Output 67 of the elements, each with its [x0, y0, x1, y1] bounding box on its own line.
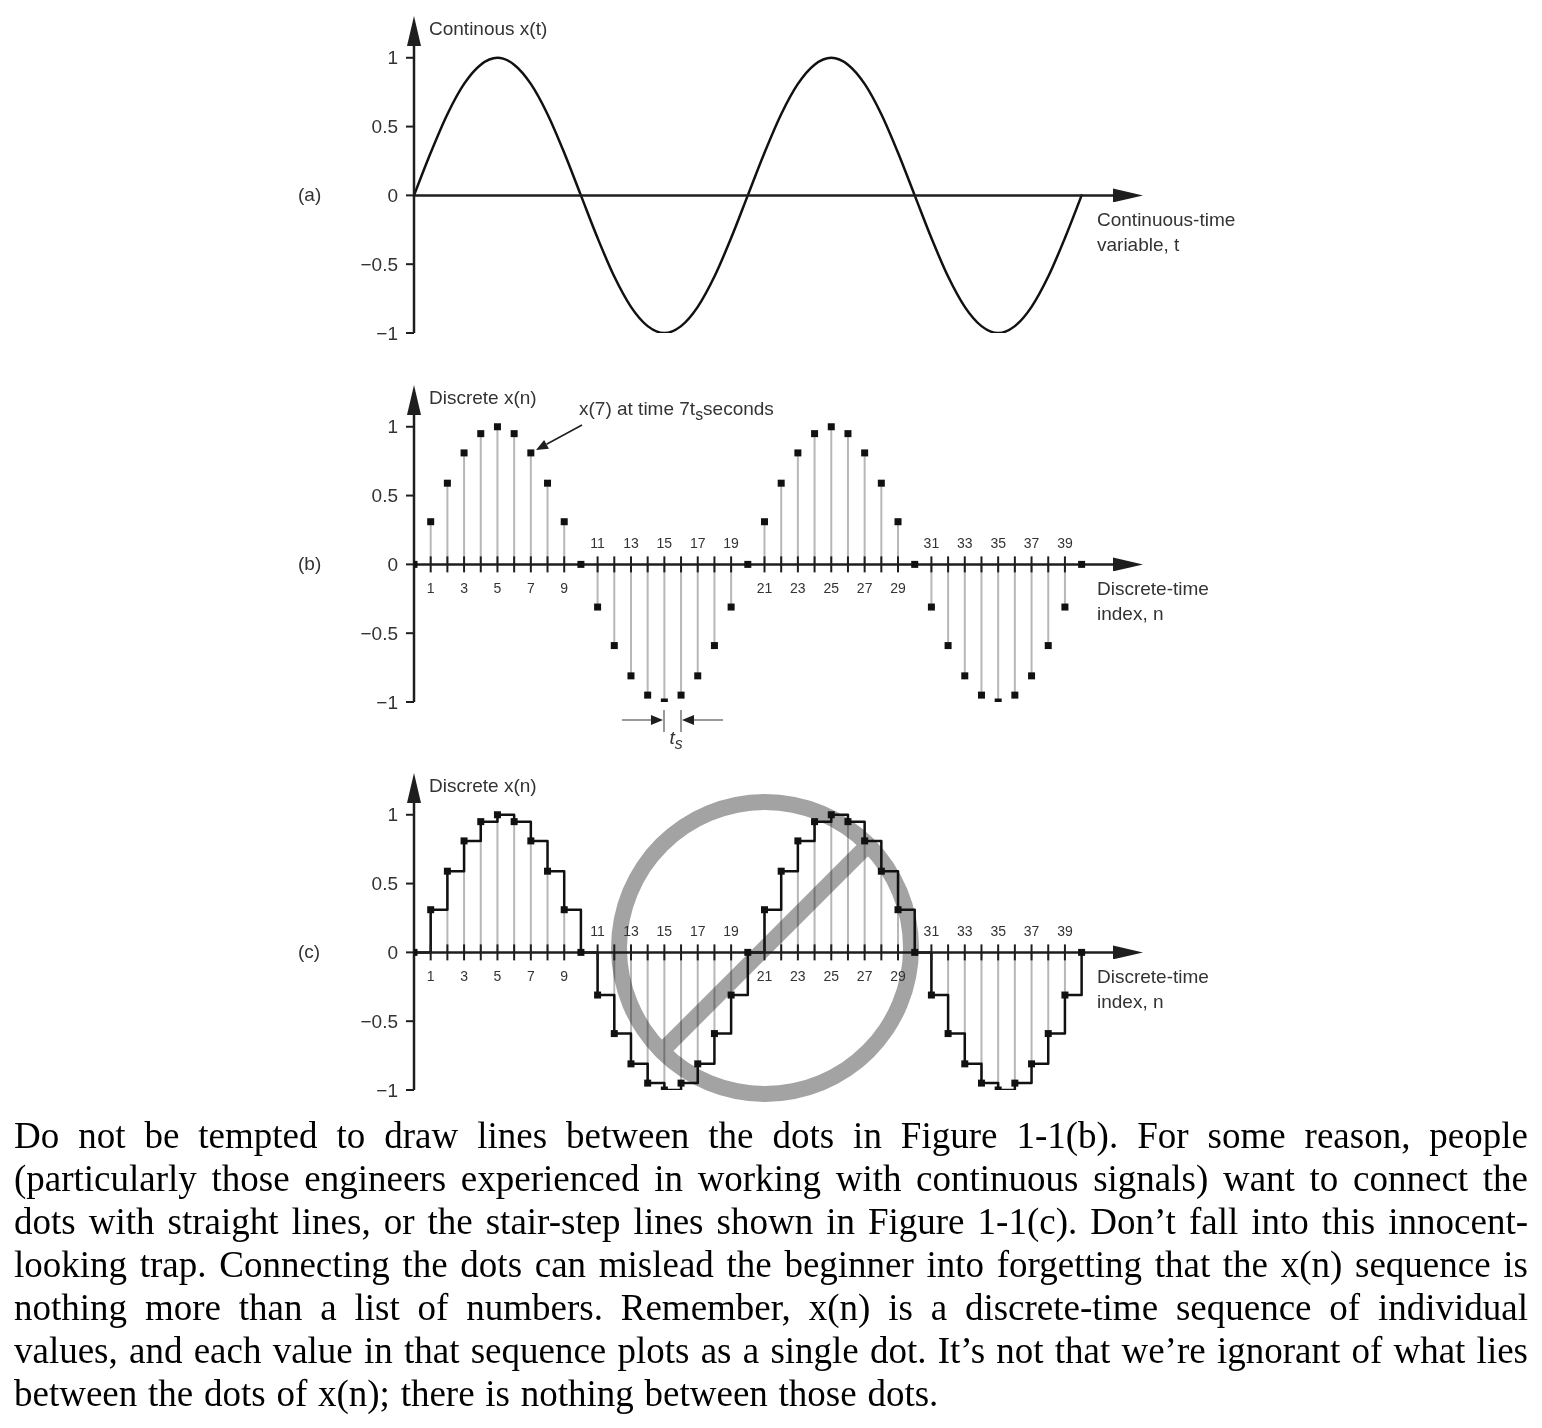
- x2-tick-label: 39: [1057, 535, 1073, 552]
- y-tick-label: −1: [376, 691, 398, 713]
- y-tick-label: 1: [387, 804, 398, 826]
- y-tick-label: 0.5: [371, 116, 398, 138]
- x-tick-label: 5: [493, 580, 502, 597]
- x2-tick-label: 13: [623, 923, 639, 940]
- y-tick-label: 1: [387, 416, 398, 438]
- x2-tick-label: 37: [1023, 923, 1040, 940]
- y-tick-label: 0: [387, 184, 398, 206]
- x-tick-label: 29: [890, 580, 907, 597]
- x-tick-label: 25: [823, 580, 840, 597]
- y-axis-title: Discrete x(n): [429, 774, 537, 798]
- x-tick-label: 5: [493, 968, 502, 985]
- x2-tick-label: 11: [590, 923, 606, 940]
- x2-tick-label: 17: [689, 923, 706, 940]
- y-axis-title: Continous x(t): [429, 17, 548, 41]
- x2-tick-label: 31: [923, 535, 940, 552]
- x-tick-label: 27: [856, 580, 873, 597]
- y-tick-label: 1: [387, 47, 398, 69]
- text: (a): [298, 183, 322, 208]
- x-tick-label: 27: [856, 968, 873, 985]
- x-tick-label: 23: [790, 968, 806, 985]
- x2-tick-label: 15: [656, 535, 673, 552]
- x-tick-label: 3: [460, 580, 469, 597]
- x2-tick-label: 39: [1057, 923, 1073, 940]
- x2-tick-label: 33: [957, 535, 973, 552]
- text: t$_{s}$: [669, 726, 683, 754]
- x2-tick-label: 35: [990, 923, 1007, 940]
- y-tick-label: −1: [376, 322, 398, 344]
- x2-tick-label: 11: [590, 535, 606, 552]
- x-tick-label: 29: [890, 968, 907, 985]
- y-tick-label: 0.5: [371, 485, 398, 507]
- x2-tick-label: 31: [923, 923, 940, 940]
- y-tick-label: −0.5: [360, 1010, 398, 1032]
- y-tick-label: 0: [387, 941, 398, 963]
- x-tick-label: 25: [823, 968, 840, 985]
- y-tick-label: −1: [376, 1079, 398, 1101]
- y-tick-label: 0: [387, 553, 398, 575]
- y-tick-label: −0.5: [360, 253, 398, 275]
- x2-tick-label: 13: [623, 535, 639, 552]
- x-tick-label: 21: [756, 968, 773, 985]
- text: Do not be tempted to draw lines between the dots in Figure 1-1(b). For some reason, people (particularly those engineers experienced in working with continuous signals) want to connect the dots with straight lines, or the stair-step lines shown in Figure 1-1(c). Don’t fall into this innocent-looking trap. Connecting the dots can mislead the beginner into forgetting that the x(n) sequence is nothing more than a list of numbers. Remember, x(n) is a discrete-time sequence of individual values, and each value in that sequence plots as a single dot. It’s not that we’re ignorant of what lies between the dots of x(n); there is nothing between those dots.: [13, 1114, 1529, 1415]
- x-axis-title: Discrete-time index, n: [1097, 577, 1210, 627]
- x-tick-label: 21: [756, 580, 773, 597]
- x-tick-label: 9: [560, 968, 569, 985]
- x-tick-label: 23: [790, 580, 806, 597]
- text: (b): [298, 552, 322, 577]
- x-axis-title: Continuous-time variable, t: [1097, 208, 1237, 258]
- annotation: x(7) at time 7t$_{s}$seconds: [579, 397, 774, 425]
- x2-tick-label: 19: [723, 923, 740, 940]
- x-tick-label: 1: [426, 580, 435, 597]
- x2-tick-label: 17: [689, 535, 706, 552]
- x2-tick-label: 33: [957, 923, 973, 940]
- y-tick-label: −0.5: [360, 622, 398, 644]
- x2-tick-label: 37: [1023, 535, 1040, 552]
- x2-tick-label: 35: [990, 535, 1007, 552]
- x2-tick-label: 15: [656, 923, 673, 940]
- x-tick-label: 9: [560, 580, 569, 597]
- y-tick-label: 0.5: [371, 873, 398, 895]
- x-tick-label: 1: [426, 968, 435, 985]
- text: (c): [298, 940, 321, 965]
- x-axis-title: Discrete-time index, n: [1097, 965, 1210, 1015]
- x-tick-label: 7: [526, 580, 535, 597]
- y-axis-title: Discrete x(n): [429, 386, 537, 410]
- x2-tick-label: 19: [723, 535, 740, 552]
- x-tick-label: 7: [526, 968, 535, 985]
- x-tick-label: 3: [460, 968, 469, 985]
